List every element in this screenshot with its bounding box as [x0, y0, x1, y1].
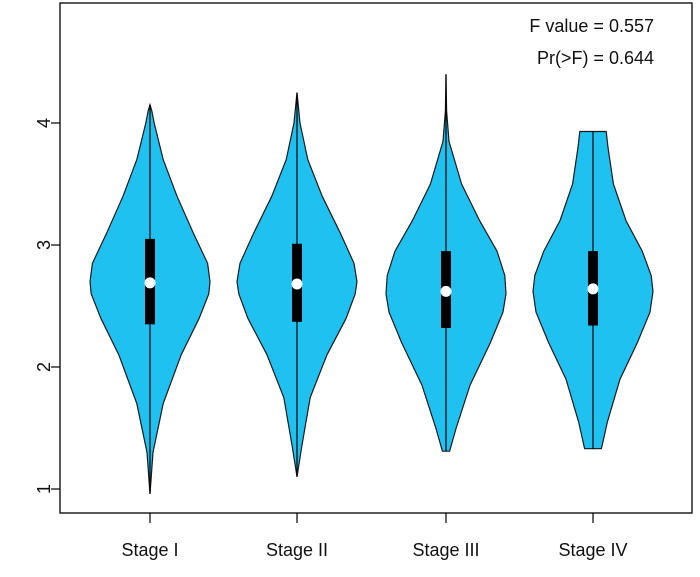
violin-group: [385, 74, 507, 452]
violin-median: [144, 277, 156, 289]
violin-median: [440, 285, 452, 297]
y-tick-label: 4: [34, 118, 54, 128]
violins: [89, 74, 654, 494]
f-value-annotation: F value = 0.557: [529, 16, 654, 36]
x-axis: Stage I Stage II Stage III Stage IV: [121, 513, 628, 560]
x-tick-label: Stage IV: [558, 540, 627, 560]
violin-group: [236, 92, 358, 477]
y-axis: 1 2 3 4: [34, 118, 60, 494]
y-tick-label: 1: [34, 484, 54, 494]
plot-frame: [59, 2, 693, 514]
x-tick-label: Stage II: [266, 540, 328, 560]
violin-group: [89, 102, 211, 494]
violin-median: [587, 283, 599, 295]
y-tick-label: 3: [34, 240, 54, 250]
x-tick-label: Stage I: [121, 540, 178, 560]
violin-group: [532, 130, 654, 450]
violin-median: [291, 278, 303, 290]
y-tick-label: 2: [34, 362, 54, 372]
x-tick-label: Stage III: [412, 540, 479, 560]
p-value-annotation: Pr(>F) = 0.644: [537, 48, 654, 68]
